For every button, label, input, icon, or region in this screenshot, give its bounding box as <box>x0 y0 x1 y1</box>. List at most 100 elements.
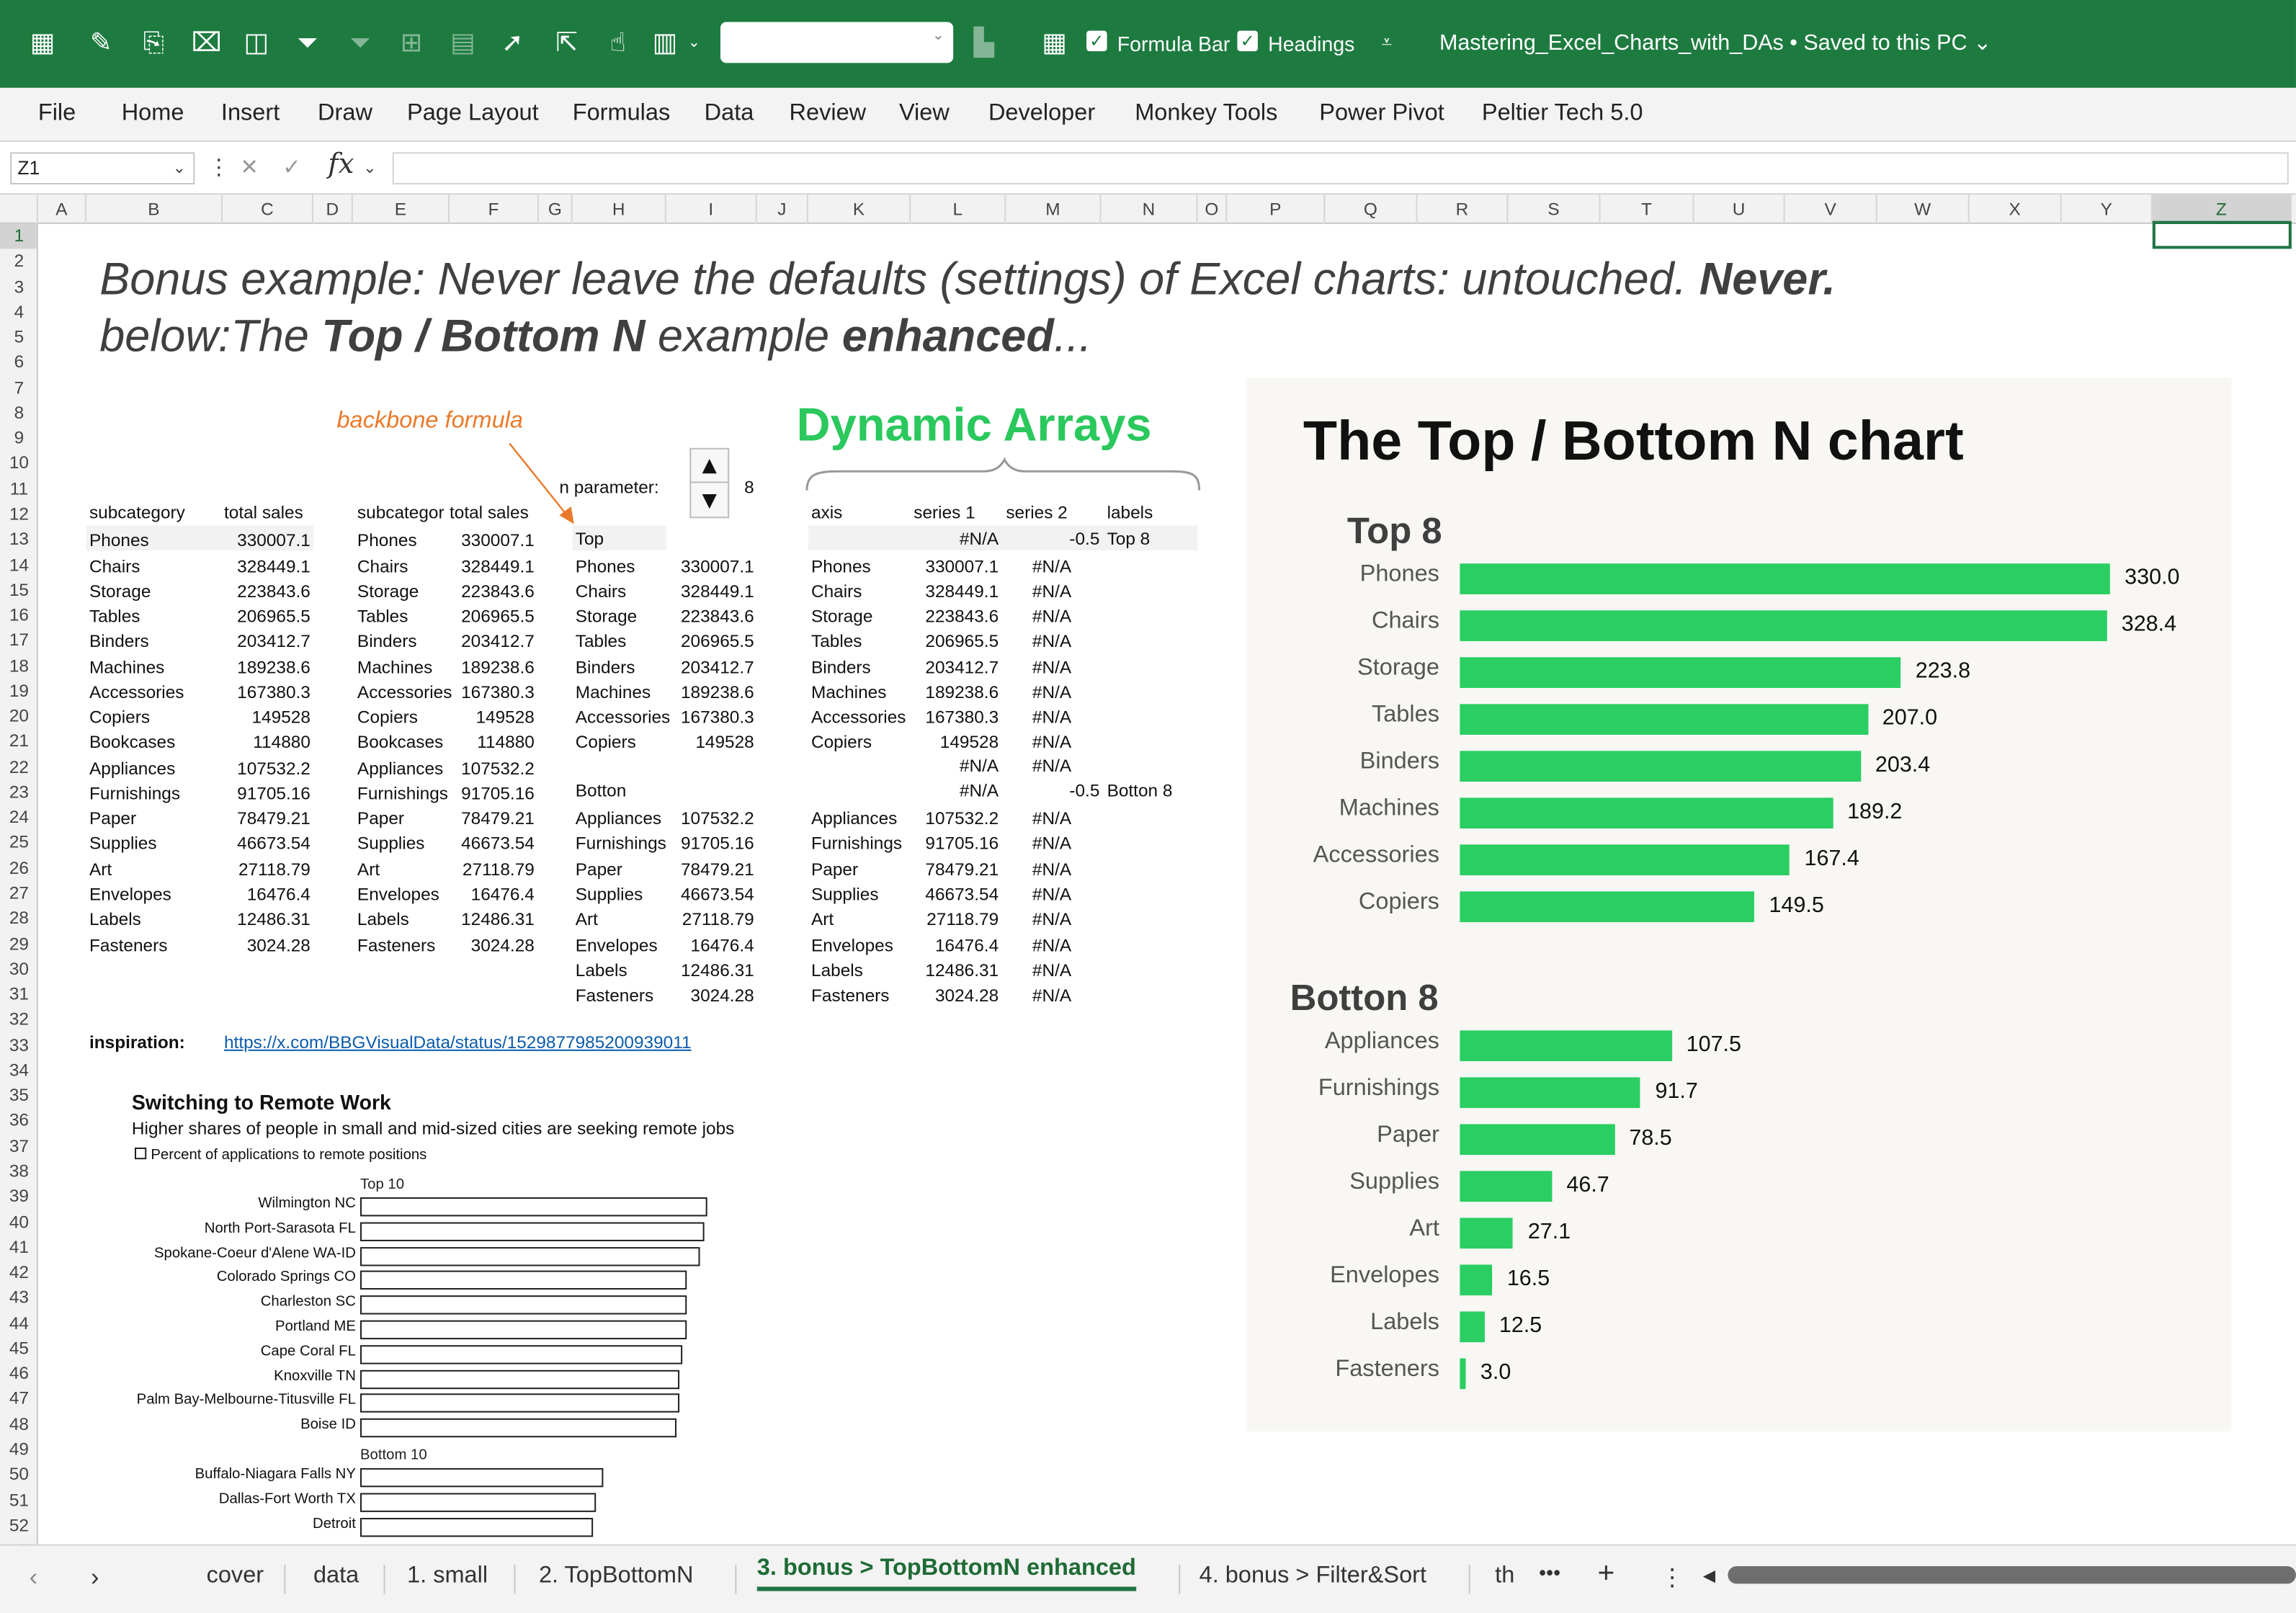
row-header-10[interactable]: 10 <box>9 452 29 474</box>
sheet-tab-3[interactable]: 1. small <box>407 1563 488 1589</box>
top-name-cell[interactable]: Storage <box>575 606 638 627</box>
total-sales-cell[interactable]: 203412.7 <box>237 631 311 652</box>
axis-top-cell[interactable]: Tables <box>811 631 862 652</box>
row-header-50[interactable]: 50 <box>9 1464 29 1485</box>
sorted-sales-cell[interactable]: 149528 <box>475 707 535 728</box>
total-sales-cell[interactable]: 107532.2 <box>237 757 311 779</box>
series2-top-cell[interactable]: #N/A <box>1032 656 1072 677</box>
sorted-subcategory-cell[interactable]: Storage <box>357 581 419 602</box>
chevron-down-icon[interactable]: ⌄ <box>687 35 700 52</box>
top-value-cell[interactable]: 330007.1 <box>680 555 754 576</box>
chart-bar[interactable] <box>1460 1124 1615 1156</box>
sheet-tab-7[interactable]: th <box>1495 1563 1515 1589</box>
sorted-sales-cell[interactable]: 46673.54 <box>461 834 535 854</box>
row-header-25[interactable]: 25 <box>9 832 29 853</box>
chart-bar[interactable] <box>1460 563 2110 594</box>
bottom-name-cell[interactable]: Supplies <box>575 884 643 905</box>
ribbon-tab-formulas[interactable]: Formulas <box>572 101 671 126</box>
series1-top-cell[interactable]: 203412.7 <box>925 656 999 677</box>
ribbon-tab-home[interactable]: Home <box>121 101 184 126</box>
series2-bottom-cell[interactable]: #N/A <box>1032 884 1072 905</box>
sorted-subcategory-cell[interactable]: Labels <box>357 909 409 930</box>
series1-bottom-cell[interactable]: 78479.21 <box>925 859 999 880</box>
top-name-cell[interactable]: Chairs <box>575 581 627 602</box>
sorted-subcategory-cell[interactable]: Phones <box>357 530 417 551</box>
column-header-x[interactable]: X <box>1970 195 2062 224</box>
column-header-i[interactable]: I <box>666 195 757 224</box>
series1-bottom-cell[interactable]: 27118.79 <box>926 909 999 930</box>
axis-bottom-cell[interactable]: Art <box>811 909 834 930</box>
freeze-panes-icon[interactable]: ◫ <box>244 27 269 59</box>
sorted-sales-cell[interactable]: 27118.79 <box>462 859 535 880</box>
top-name-cell[interactable]: Copiers <box>575 732 636 754</box>
column-header-g[interactable]: G <box>539 195 573 224</box>
sheet-tab-5[interactable]: 3. bonus > TopBottomN enhanced <box>756 1556 1136 1591</box>
columns-icon[interactable]: ▥ <box>652 27 678 59</box>
sorted-subcategory-cell[interactable]: Machines <box>357 656 433 677</box>
ribbon-tab-insert[interactable]: Insert <box>220 101 280 126</box>
chevron-down-icon[interactable]: ⌄ <box>363 158 377 177</box>
chart-bar[interactable] <box>1460 751 1861 782</box>
series2-top-cell[interactable]: #N/A <box>1032 732 1072 754</box>
bottom-value-cell[interactable]: 91705.16 <box>680 834 754 854</box>
series1-bottom-cell[interactable]: 91705.16 <box>925 834 999 854</box>
chart-bar[interactable] <box>1460 1217 1514 1249</box>
chart-bar[interactable] <box>1460 844 1790 876</box>
axis-top-cell[interactable]: Binders <box>811 656 871 677</box>
sorted-sales-cell[interactable]: 12486.31 <box>461 909 535 930</box>
spin-up-button[interactable]: ▲ <box>691 450 728 483</box>
column-header-k[interactable]: K <box>808 195 911 224</box>
top-name-cell[interactable]: Binders <box>575 656 635 677</box>
sorted-sales-cell[interactable]: 107532.2 <box>461 757 535 779</box>
subcategory-cell[interactable]: Copiers <box>89 707 151 728</box>
column-header-s[interactable]: S <box>1508 195 1601 224</box>
series2-bottom-cell[interactable]: #N/A <box>1032 834 1072 854</box>
sheet-tab-2[interactable]: data <box>313 1563 359 1589</box>
m13-minus-half[interactable]: -0.5 <box>1069 528 1100 549</box>
row-header-42[interactable]: 42 <box>9 1261 29 1282</box>
row-header-9[interactable]: 9 <box>14 427 24 449</box>
series1-bottom-cell[interactable]: 3024.28 <box>934 985 999 1006</box>
chart-bar[interactable] <box>1460 657 1901 688</box>
top-value-cell[interactable]: 167380.3 <box>680 707 754 728</box>
axis-bottom-cell[interactable]: Paper <box>811 859 859 880</box>
bottom-label-cell[interactable]: Botton <box>575 779 627 801</box>
row-header-51[interactable]: 51 <box>9 1489 29 1510</box>
row-header-45[interactable]: 45 <box>9 1337 29 1359</box>
axis-top-cell[interactable]: Copiers <box>811 732 872 754</box>
axis-top-cell[interactable]: Accessories <box>811 707 906 728</box>
row-header-11[interactable]: 11 <box>9 478 29 499</box>
column-header-v[interactable]: V <box>1785 195 1877 224</box>
ribbon-tab-review[interactable]: Review <box>789 101 867 126</box>
row-header-36[interactable]: 36 <box>9 1109 29 1131</box>
total-sales-cell[interactable]: 3024.28 <box>246 934 311 955</box>
cancel-icon[interactable]: ✕ <box>240 153 259 180</box>
row-header-19[interactable]: 19 <box>9 680 29 701</box>
hdr-series1[interactable]: series 1 <box>914 501 975 523</box>
row-header-7[interactable]: 7 <box>14 377 24 398</box>
bottom-name-cell[interactable]: Envelopes <box>575 934 658 955</box>
sorted-sales-cell[interactable]: 330007.1 <box>461 530 535 551</box>
insert-function-button[interactable]: fx <box>328 148 354 180</box>
m22-na[interactable]: #N/A <box>1032 755 1072 776</box>
chart-bar[interactable] <box>1460 610 2107 641</box>
row-header-26[interactable]: 26 <box>9 857 29 878</box>
total-sales-cell[interactable]: 206965.5 <box>237 606 311 627</box>
subcategory-cell[interactable]: Supplies <box>89 834 157 854</box>
column-header-y[interactable]: Y <box>2062 195 2153 224</box>
top-value-cell[interactable]: 223843.6 <box>680 606 754 627</box>
sorted-sales-cell[interactable]: 167380.3 <box>461 682 535 702</box>
chart-bar[interactable] <box>1460 704 1868 735</box>
bottom-value-cell[interactable]: 16476.4 <box>690 934 754 955</box>
sorted-subcategory-cell[interactable]: Bookcases <box>357 732 444 754</box>
row-header-37[interactable]: 37 <box>9 1135 29 1156</box>
select-objects-icon[interactable]: ➚ <box>501 27 524 59</box>
n23-bottom-n[interactable]: Botton 8 <box>1107 779 1173 801</box>
total-sales-cell[interactable]: 114880 <box>253 732 311 754</box>
series1-bottom-cell[interactable]: 46673.54 <box>925 884 999 905</box>
ribbon-tab-monkey-tools[interactable]: Monkey Tools <box>1135 101 1278 126</box>
ribbon-tab-file[interactable]: File <box>37 101 76 126</box>
more-sheets-icon[interactable]: ••• <box>1539 1560 1561 1584</box>
enter-icon[interactable]: ✓ <box>282 153 301 180</box>
column-header-p[interactable]: P <box>1227 195 1326 224</box>
